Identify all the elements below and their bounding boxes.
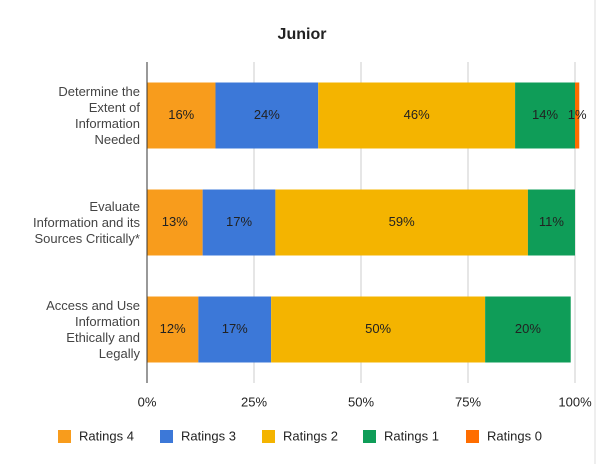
x-tick-label: 50% <box>348 394 374 409</box>
data-label: 20% <box>515 321 541 336</box>
data-label: 24% <box>254 107 280 122</box>
category-label: Evaluate Information and its Sources Cri… <box>33 198 140 246</box>
x-tick-label: 75% <box>455 394 481 409</box>
category-label: Access and Use Information Ethically and… <box>46 297 140 361</box>
y-tick-label: Determine the Extent of Information Need… <box>58 83 140 147</box>
data-label: 17% <box>226 214 252 229</box>
bar-segment <box>485 296 571 363</box>
y-tick-label: Evaluate Information and its Sources Cri… <box>33 198 140 246</box>
bar-segment <box>147 82 216 149</box>
chart-title: Junior <box>278 26 327 43</box>
data-label: 1% <box>568 107 587 122</box>
data-label: 11% <box>539 214 564 229</box>
legend-label: Ratings 3 <box>181 428 236 443</box>
category-label: Determine the Extent of Information Need… <box>58 83 140 147</box>
data-label: 12% <box>160 321 186 336</box>
data-label: 50% <box>365 321 391 336</box>
bar-segment <box>575 82 580 149</box>
data-label: 17% <box>222 321 248 336</box>
data-label: 59% <box>389 214 415 229</box>
bar-segment <box>271 296 486 363</box>
bar-segment <box>202 189 276 256</box>
legend-label: Ratings 0 <box>487 428 542 443</box>
data-label: 16% <box>168 107 194 122</box>
legend-swatch <box>160 430 173 443</box>
bar-segment <box>275 189 528 256</box>
data-label: 13% <box>162 214 188 229</box>
legend-swatch <box>466 430 479 443</box>
legend-swatch <box>262 430 275 443</box>
legend-label: Ratings 4 <box>79 428 134 443</box>
legend-swatch <box>58 430 71 443</box>
bar-segment <box>215 82 319 149</box>
y-tick-label: Access and Use Information Ethically and… <box>46 297 140 361</box>
legend-swatch <box>363 430 376 443</box>
x-tick-label: 100% <box>558 394 592 409</box>
bar-segment <box>515 82 575 149</box>
bar-segment <box>147 189 203 256</box>
bar-segment <box>527 189 575 256</box>
bar-segment <box>198 296 272 363</box>
data-label: 46% <box>404 107 430 122</box>
bar-segment <box>318 82 516 149</box>
bar-segment <box>147 296 199 363</box>
legend-label: Ratings 1 <box>384 428 439 443</box>
data-label: 14% <box>532 107 558 122</box>
x-tick-label: 25% <box>241 394 267 409</box>
x-tick-label: 0% <box>138 394 157 409</box>
legend-label: Ratings 2 <box>283 428 338 443</box>
